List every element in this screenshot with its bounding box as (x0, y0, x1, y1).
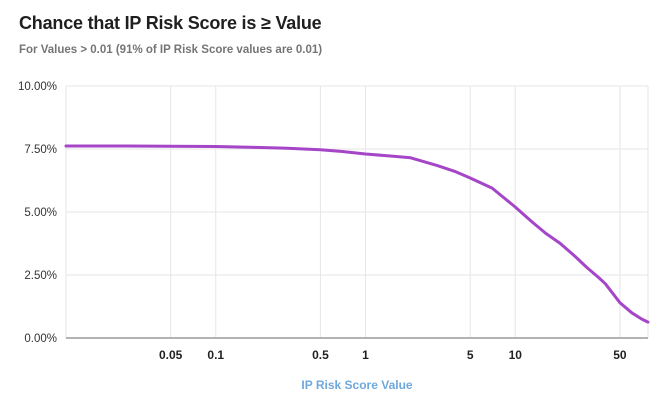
chart-title: Chance that IP Risk Score is ≥ Value (19, 13, 322, 33)
x-tick-label: 10 (509, 348, 523, 362)
x-tick-label: 0.5 (312, 348, 329, 362)
x-tick-label: 0.1 (207, 348, 224, 362)
x-axis-title: IP Risk Score Value (301, 378, 413, 392)
y-tick-label: 7.50% (24, 144, 57, 156)
x-tick-label: 0.05 (159, 348, 183, 362)
y-tick-label: 10.00% (18, 81, 57, 93)
series-line (64, 144, 650, 324)
y-tick-label: 5.00% (24, 207, 57, 219)
y-tick-label: 2.50% (24, 270, 57, 282)
x-tick-label: 1 (362, 348, 369, 362)
x-tick-label: 5 (467, 348, 474, 362)
y-tick-label: 0.00% (24, 333, 57, 345)
x-tick-label: 50 (613, 348, 627, 362)
chart-subtitle: For Values > 0.01 (91% of IP Risk Score … (19, 44, 323, 56)
